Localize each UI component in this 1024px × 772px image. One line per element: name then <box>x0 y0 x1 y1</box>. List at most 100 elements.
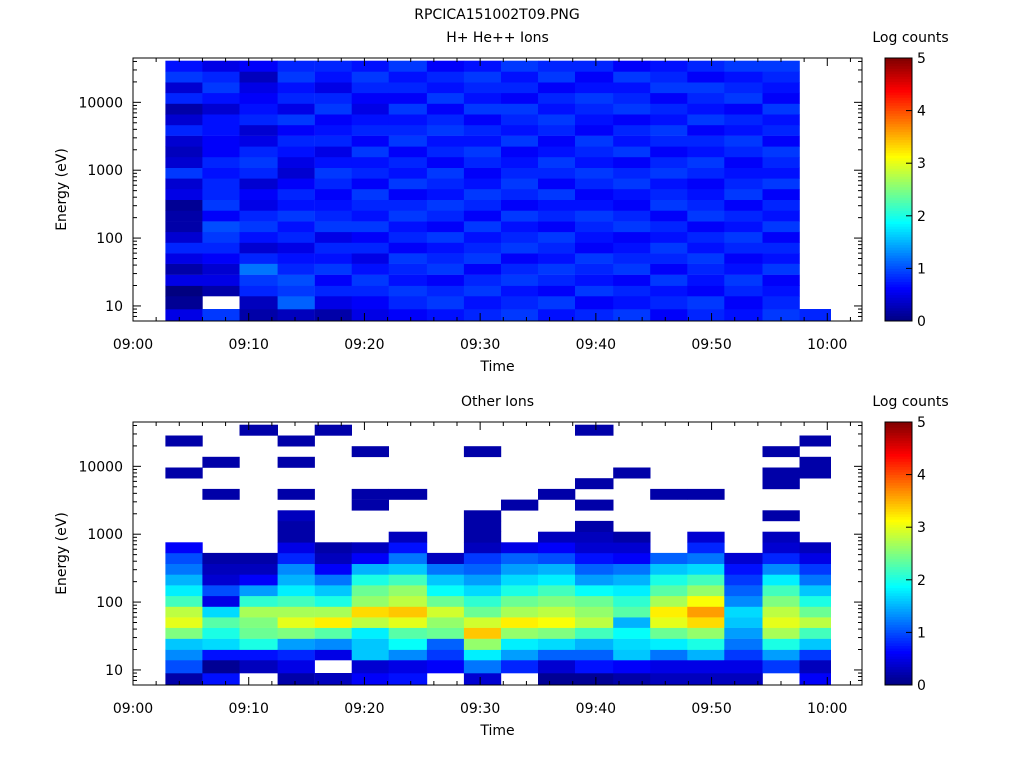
x-tick-label: 09:30 <box>460 701 500 717</box>
heatmap-cell <box>239 60 278 72</box>
colorbar-swatch <box>885 579 912 583</box>
colorbar-swatch <box>885 73 912 77</box>
heatmap-cell <box>575 531 614 543</box>
colorbar-swatch <box>885 537 912 541</box>
heatmap-cell <box>165 574 203 586</box>
heatmap-cell <box>165 156 203 168</box>
heatmap-cell <box>687 552 725 564</box>
heatmap-cell <box>575 595 614 607</box>
y-tick-label: 1000 <box>87 163 123 179</box>
heatmap-cell <box>613 542 651 554</box>
heatmap-cell <box>501 552 539 564</box>
heatmap-cell <box>463 178 502 190</box>
heatmap-cell <box>538 285 576 297</box>
heatmap-cell <box>687 563 725 575</box>
heatmap-cell <box>277 531 315 543</box>
heatmap-cell <box>762 552 800 564</box>
heatmap-cell <box>314 274 352 286</box>
heatmap-cell <box>426 156 465 168</box>
heatmap-cell <box>165 309 203 322</box>
heatmap-cell <box>650 309 688 322</box>
heatmap-cell <box>724 627 763 639</box>
colorbar-swatch <box>885 437 912 441</box>
heatmap-cell <box>575 649 614 661</box>
heatmap-cell <box>613 188 651 200</box>
heatmap-cell <box>388 660 428 674</box>
heatmap-cell <box>388 585 428 597</box>
colorbar-tick-label: 0 <box>917 314 926 330</box>
colorbar-tick-label: 3 <box>917 520 926 536</box>
colorbar-swatch <box>885 60 912 64</box>
colorbar-swatch <box>885 642 912 646</box>
x-tick-label: 10:00 <box>807 701 847 717</box>
heatmap-cell <box>463 649 502 661</box>
colorbar-swatch <box>885 545 912 549</box>
heatmap-cell <box>165 606 203 618</box>
heatmap-cell <box>538 156 576 168</box>
colorbar-swatch <box>885 278 912 282</box>
x-axis: 09:00 09:10 09:20 09:30 09:40 09:50 10:00 Time <box>113 58 851 375</box>
heatmap-cell <box>687 627 725 639</box>
heatmap-cell <box>463 285 502 297</box>
heatmap-cell <box>538 673 576 686</box>
heatmap-cell <box>463 617 502 628</box>
colorbar-swatch <box>885 252 912 256</box>
heatmap-cell <box>650 178 688 190</box>
heatmap-cell <box>239 92 278 104</box>
heatmap-cell <box>426 595 465 607</box>
heatmap-cell <box>165 638 203 650</box>
heatmap-cell <box>202 617 240 628</box>
colorbar-swatch <box>885 157 912 161</box>
heatmap-cell <box>575 424 614 436</box>
heatmap-cell <box>202 563 240 575</box>
heatmap-cell <box>724 585 763 597</box>
colorbar-swatch <box>885 136 912 140</box>
heatmap-cell <box>426 114 465 126</box>
heatmap-cell <box>762 446 800 458</box>
colorbar-swatch <box>885 656 912 660</box>
heatmap-cell <box>762 156 800 168</box>
heatmap-cell <box>724 124 763 136</box>
colorbar-swatch <box>885 435 912 439</box>
heatmap-cell <box>351 135 389 147</box>
heatmap-cell <box>426 135 465 147</box>
colorbar-swatch <box>885 516 912 520</box>
heatmap-cell <box>501 285 539 297</box>
colorbar-swatch <box>885 458 912 462</box>
heatmap-cell <box>165 563 203 575</box>
heatmap-cell <box>165 585 203 597</box>
colorbar-swatch <box>885 299 912 303</box>
heatmap-cell <box>165 188 203 200</box>
x-tick-label: 09:20 <box>344 701 384 717</box>
heatmap-cell <box>501 167 539 179</box>
x-axis-label: Time <box>479 723 514 739</box>
colorbar-swatch <box>885 286 912 290</box>
colorbar-swatch <box>885 131 912 135</box>
heatmap-cell <box>724 114 763 126</box>
heatmap-cell <box>314 285 352 297</box>
heatmap-cell <box>799 595 831 607</box>
heatmap-cell <box>687 178 725 190</box>
heatmap-cell <box>277 274 315 286</box>
colorbar-swatch <box>885 176 912 180</box>
heatmap-cell <box>762 135 800 147</box>
heatmap-cell <box>165 92 203 104</box>
heatmap-cell <box>463 296 502 310</box>
heatmap-cell <box>165 221 203 233</box>
heatmap-cell <box>501 60 539 72</box>
heatmap-cell <box>613 574 651 586</box>
heatmap-cell <box>575 210 614 222</box>
heatmap-cell <box>650 71 688 83</box>
heatmap-cell <box>165 124 203 136</box>
heatmap-cell <box>426 574 465 586</box>
heatmap-cell <box>762 531 800 543</box>
colorbar-swatch <box>885 648 912 652</box>
colorbar-swatch <box>885 679 912 683</box>
heatmap-cell <box>575 660 614 674</box>
colorbar-swatch <box>885 658 912 662</box>
heatmap-cell <box>202 242 240 254</box>
heatmap-cell <box>538 531 576 543</box>
colorbar-swatch <box>885 242 912 246</box>
heatmap-cell <box>239 606 278 618</box>
heatmap-cell <box>463 167 502 179</box>
